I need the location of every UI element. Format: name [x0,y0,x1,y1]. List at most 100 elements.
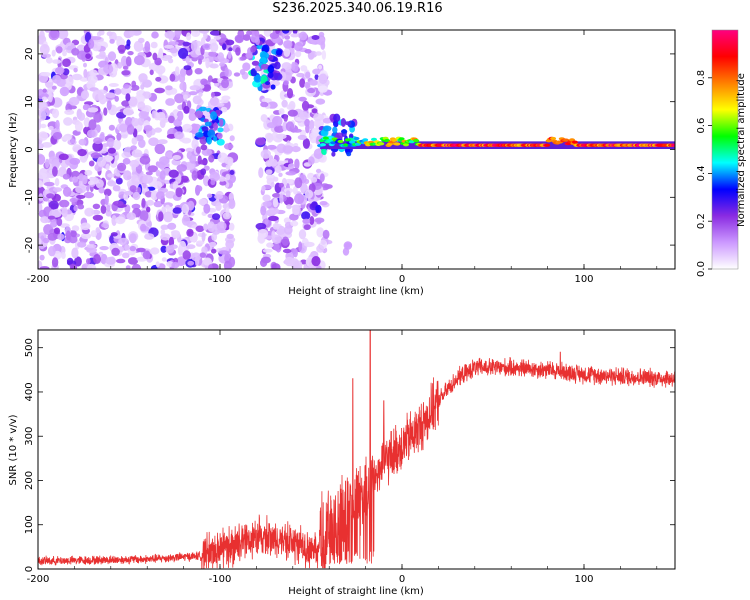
spectrogram-cell [113,139,122,150]
spectrogram-cell [52,187,63,193]
spectrogram-cell [301,100,310,111]
spectrogram-cell [172,207,182,214]
x-tick-label: 0 [399,274,405,285]
spectrogram-cell [266,133,274,143]
spectrogram-cell [292,30,298,35]
spectrogram-cell [40,123,47,129]
spectrogram-cell [200,168,207,176]
spectrogram-cell [124,190,134,196]
spectrogram-cell [300,65,308,72]
spectrogram-cell [322,117,332,124]
x-tick-label: 100 [574,574,593,585]
spectrogram-cell [90,152,101,159]
spectrogram-cell [205,57,210,69]
spectrogram-cell [61,252,66,259]
spectrogram-cell [174,131,184,140]
spectrogram-cell [116,132,122,141]
carrier-band-cell [563,138,570,142]
spectrogram-cell [219,118,224,127]
spectrogram-cell [275,133,287,140]
spectrogram-cell [92,89,104,101]
spectrogram-cell [78,138,87,146]
spectrogram-cell [267,72,274,79]
spectrogram-cell [261,44,270,53]
spectrogram-cell [121,100,130,107]
spectrogram-cell [173,119,182,127]
spectrogram-cell [42,88,47,93]
spectrogram-cell [189,85,201,91]
spectrogram-cell [188,112,197,121]
spectrogram-cell [209,30,221,36]
spectrogram-cell [39,109,47,121]
spectrogram-cell [309,216,315,225]
spectrogram-cell [47,233,58,241]
spectrogram-cell [309,119,315,131]
spectrogram-cell [89,240,96,245]
spectrogram-cell [267,54,274,61]
spectrogram-cell [138,37,145,44]
spectrogram-cell [47,92,53,103]
spectrogram-cell [99,246,109,251]
spectrogram-cell [239,56,247,61]
spectrogram-cell [313,113,324,122]
spectrogram-cell [52,166,58,177]
y-tick-label: 400 [24,382,35,401]
y-tick-label: 0 [24,146,35,152]
spectrogram-cell [274,61,281,70]
y-tick-label: 100 [24,515,35,534]
colorbar-frame [711,29,739,270]
carrier-band-cell [391,138,398,142]
carrier-band-cell [413,139,420,143]
spectrogram-cell [284,35,291,40]
spectrogram-cell [214,194,224,200]
spectrogram-cell [242,62,251,71]
spectrogram-cell [160,245,167,253]
spectrogram-cell [191,30,201,37]
spectrogram-cell [57,233,65,240]
spectrogram-cell [92,203,101,210]
spectrogram-cell [88,119,97,131]
spectrogram-cell [111,247,120,256]
spectrogram-cell [311,35,320,40]
spectrogram-cell [227,159,233,167]
colorbar-tick-label: 0.0 [696,261,707,277]
spectrogram-cell [125,265,131,269]
spectrogram-cell [38,172,48,179]
spectrogram-cell [165,98,176,106]
spectrogram-cell [145,171,153,176]
spectrogram-cell [262,194,271,202]
spectrogram-cell [195,185,203,193]
spectrogram-cell [265,81,271,86]
spectrogram-cell [294,50,302,58]
spectrogram-cell [76,50,88,60]
spectrogram-cell [127,51,134,56]
spectrogram-cell [146,206,151,213]
spectrogram-cell [297,134,307,140]
spectrogram-cell [182,123,193,133]
spectrogram-cell [221,78,229,89]
spectrogram-cell [224,39,235,46]
spectrogram-cell [149,69,154,76]
spectrogram-cell [105,256,116,265]
spectrogram-cell [160,229,166,236]
spectrogram-cell [38,202,43,213]
carrier-band-cell [320,143,326,147]
colorbar-gradient [712,30,738,269]
spectrogram-cell [196,240,205,245]
spectrogram-cell [123,170,132,181]
spectrogram-cell [85,53,91,59]
spectrogram-cell [130,145,137,151]
spectrogram-cell [307,87,316,94]
spectrogram-cell [50,220,58,228]
spectrogram-cell [105,92,116,98]
spectrogram-cell [186,228,194,237]
spectrogram-cell [315,98,326,105]
carrier-band-cell [371,137,377,141]
spectrogram-cell [208,51,218,57]
spectrogram-cell [274,165,282,173]
spectrogram-cell [66,257,74,265]
spectrogram-cell [137,101,146,110]
spectrogram-cell [148,137,160,146]
spectrogram-cell [70,138,75,144]
